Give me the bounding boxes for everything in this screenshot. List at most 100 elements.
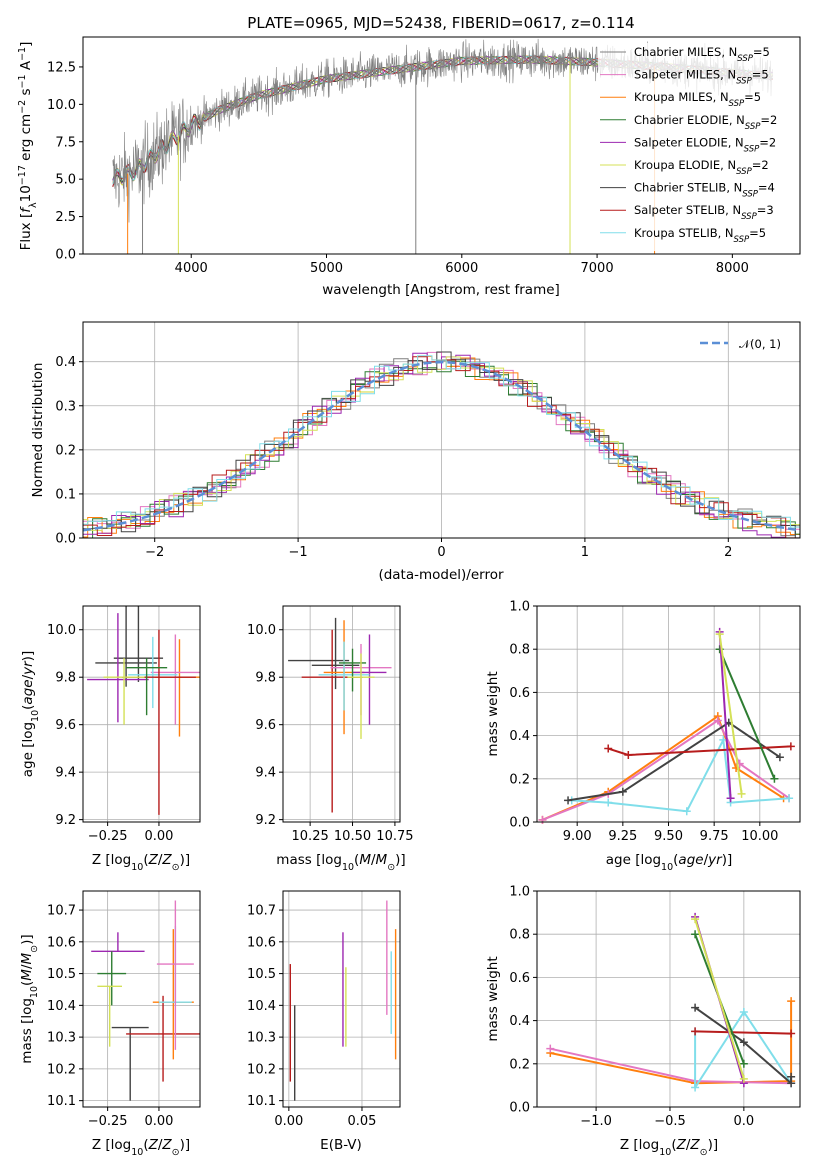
residual-histogram [83,355,800,538]
age-vs-z-axes [83,606,200,822]
weight-vs-z-xlabel: Z [log10(Z/Z⊙)] [620,1137,718,1158]
legend-entry: Chabrier MILES, NSSP=5 [634,45,770,64]
mass-vs-z-xtick-label: −0.25 [88,1114,128,1129]
residuals-ytick-label: 0.1 [55,487,76,502]
weight-vs-age-marker [785,794,794,803]
residuals-xtick-label: 0 [437,545,445,560]
mass-vs-ebv-xtick-label: 0.00 [274,1114,303,1129]
legend-entry: Chabrier STELIB, NSSP=4 [634,181,775,200]
weight-vs-z-marker [787,1072,796,1081]
spectrum-ytick-label: 10.0 [47,98,76,113]
age-vs-z-ytick-label: 9.4 [55,766,76,781]
weight-vs-z-series-line [694,1011,792,1089]
weight-vs-z-marker [739,1007,748,1016]
spectrum-xtick-label: 4000 [175,261,208,276]
weight-vs-z-series-line [694,918,745,1080]
weight-vs-age-ytick-label: 0.6 [509,686,530,701]
age-vs-mass-axes [283,606,400,822]
weight-vs-z-ylabel: mass weight [485,956,501,1041]
weight-vs-age-xtick-label: 9.75 [700,829,729,844]
residuals-xtick-label: 1 [581,545,589,560]
weight-vs-age-ytick-label: 0.8 [509,643,530,658]
age-vs-mass-xlabel: mass [log10(M/M⊙)] [276,852,405,873]
spectrum-xtick-label: 6000 [445,261,478,276]
legend-entry: Salpeter MILES, NSSP=5 [634,68,769,87]
weight-vs-z-marker [787,1029,796,1038]
mass-vs-ebv-ytick-label: 10.5 [247,967,276,982]
weight-vs-z-ytick-label: 1.0 [509,885,530,900]
weight-vs-z-series-line [550,1001,793,1085]
spectrum-ytick-label: 7.5 [55,135,76,150]
residuals-ytick-label: 0.2 [55,443,76,458]
legend-entry: Salpeter STELIB, NSSP=3 [634,203,774,222]
weight-vs-z-marker [739,1059,748,1068]
weight-vs-age-marker [538,815,547,824]
weight-vs-age-marker [604,798,613,807]
mass-vs-z-ytick-label: 10.1 [47,1094,76,1109]
weight-vs-age-marker [682,807,691,816]
legend-entry: Kroupa STELIB, NSSP=5 [634,226,766,245]
spectrum-xtick-label: 5000 [310,261,343,276]
age-vs-z-xlabel: Z [log10(Z/Z⊙)] [92,852,190,873]
weight-vs-z-marker [691,930,700,939]
mass-vs-z-xtick-label: 0.00 [144,1114,173,1129]
weight-vs-z-marker [691,1083,700,1092]
mass-vs-ebv-ytick-label: 10.7 [247,904,276,919]
mass-vs-z-ytick-label: 10.5 [47,967,76,982]
spectrum-frame [82,36,801,255]
age-vs-mass-ytick-label: 9.8 [255,671,276,686]
weight-vs-z-ytick-label: 0.2 [509,1057,530,1072]
weight-vs-z-ytick-label: 0.8 [509,928,530,943]
residuals-ylabel: Normed distribution [30,363,46,498]
weight-vs-age-marker [786,742,795,751]
weight-vs-age-ylabel: mass weight [485,671,501,756]
weight-vs-z-series-line [695,1030,792,1035]
residuals-ytick-label: 0.3 [55,399,76,414]
weight-vs-age-marker [737,789,746,798]
weight-vs-age-marker [770,774,779,783]
mass-vs-ebv-frame [282,890,401,1108]
age-vs-z-ytick-label: 9.8 [55,671,76,686]
legend-entry: Kroupa ELODIE, NSSP=2 [634,158,769,177]
weight-vs-z-marker [691,1003,700,1012]
weight-vs-age-marker [618,787,627,796]
mass-vs-ebv-ytick-label: 10.6 [247,935,276,950]
legend-entry: Chabrier ELODIE, NSSP=2 [634,113,777,132]
weight-vs-age-marker [624,751,633,760]
weight-vs-z-xtick-label: 0.0 [734,1114,755,1129]
residuals-xtick-label: −1 [289,545,308,560]
weight-vs-age-axes [537,605,800,823]
weight-vs-age-xtick-label: 10.00 [741,829,778,844]
weight-vs-age-xtick-label: 9.50 [654,829,683,844]
weight-vs-z-xtick-label: −0.5 [654,1114,686,1129]
mass-vs-z-ytick-label: 10.7 [47,904,76,919]
weight-vs-age-series-line [567,721,781,802]
age-vs-z-ytick-label: 10.0 [47,623,76,638]
mass-vs-ebv-xtick-label: 0.05 [347,1114,376,1129]
mass-vs-z-ytick-label: 10.4 [47,999,76,1014]
legend-entry: Kroupa MILES, NSSP=5 [634,90,761,109]
age-vs-mass-frame [282,605,401,823]
weight-vs-z-ytick-label: 0.6 [509,971,530,986]
weight-vs-age-ytick-label: 0.2 [509,772,530,787]
age-vs-mass-ytick-label: 9.6 [255,718,276,733]
age-vs-z-frame [82,605,201,823]
weight-vs-age-marker [604,744,613,753]
mass-vs-ebv-ytick-label: 10.3 [247,1031,276,1046]
weight-vs-age-series-line [571,738,790,813]
weight-vs-age-ytick-label: 0.0 [509,816,530,831]
weight-vs-age-marker [715,630,724,639]
age-vs-z-xtick-label: 0.00 [144,829,173,844]
mass-vs-z-frame [82,890,201,1108]
age-vs-z-ytick-label: 9.6 [55,718,76,733]
mass-vs-z-axes [83,891,200,1107]
weight-vs-z-marker [787,997,796,1006]
weight-vs-age-marker [775,753,784,762]
spectrum-ylabel: Flux [fλ10−17 erg cm−2 s−1 A−1] [17,42,39,251]
age-vs-z-ytick-label: 9.2 [55,813,76,828]
mass-vs-ebv-ytick-label: 10.2 [247,1062,276,1077]
spectrum-ytick-label: 2.5 [55,210,76,225]
spectrum-xtick-label: 8000 [716,261,749,276]
weight-vs-z-marker [546,1044,555,1053]
age-vs-mass-xtick-label: 10.50 [334,829,371,844]
